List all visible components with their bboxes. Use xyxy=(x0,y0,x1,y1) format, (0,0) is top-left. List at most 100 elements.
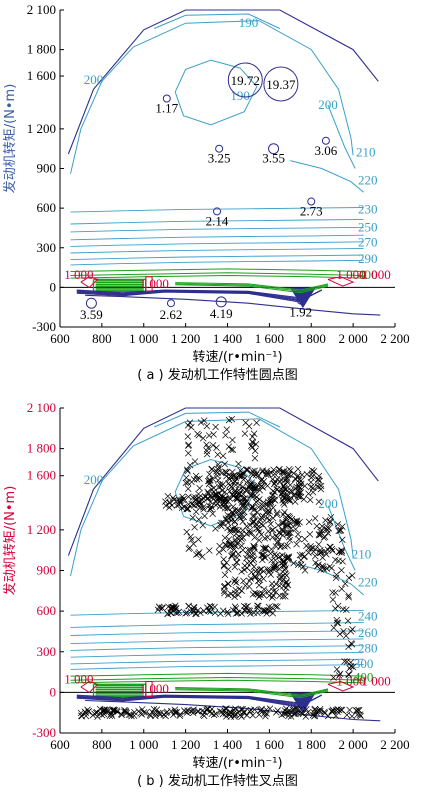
operating-point-cross xyxy=(229,510,237,517)
operating-point-cross xyxy=(332,712,340,720)
operating-point-cross xyxy=(255,536,263,544)
operating-point-cross xyxy=(276,478,284,485)
operating-point-cross xyxy=(321,548,329,555)
operating-point-cross xyxy=(311,706,318,713)
operating-point-cross xyxy=(280,469,287,476)
operating-point-cross xyxy=(122,709,130,716)
operating-point-cross xyxy=(309,473,316,480)
operating-point-cross xyxy=(247,610,254,617)
operating-point-cross xyxy=(293,540,300,548)
operating-point-cross xyxy=(349,663,357,671)
data-point-label: 19.72 xyxy=(231,73,260,88)
operating-point-cross xyxy=(236,471,243,479)
operating-point-cross xyxy=(193,475,201,483)
operating-point-cross xyxy=(332,574,340,582)
operating-point-cross xyxy=(265,517,273,524)
operating-point-cross xyxy=(315,541,322,548)
operating-point-cross xyxy=(251,544,258,551)
operating-point-cross xyxy=(146,711,154,718)
contour-green-line xyxy=(70,679,364,684)
operating-point-cross xyxy=(275,529,283,536)
x-tick-label: 1 400 xyxy=(213,331,242,346)
operating-point-cross xyxy=(267,499,275,506)
operating-point-cross xyxy=(94,713,101,720)
operating-point-cross xyxy=(245,583,253,590)
operating-point-cross xyxy=(319,562,326,570)
operating-point-cross xyxy=(293,705,300,712)
operating-point-cross xyxy=(244,466,251,474)
contour-label: 200 xyxy=(318,496,338,511)
operating-point-cross xyxy=(347,640,355,647)
operating-point-cross xyxy=(227,590,235,598)
operating-point-cross xyxy=(221,571,229,579)
operating-point-cross xyxy=(215,548,223,556)
operating-point-cross xyxy=(246,546,254,554)
operating-point-cross xyxy=(248,492,255,499)
contour-220 xyxy=(290,561,364,596)
operating-point-cross xyxy=(301,482,309,490)
operating-point-cross xyxy=(218,708,225,715)
operating-point-cross xyxy=(212,423,219,431)
operating-point-cross xyxy=(266,566,273,573)
red-contour xyxy=(80,276,99,289)
contour-label: 300 xyxy=(354,656,374,671)
x-tick-label: 1 800 xyxy=(297,737,326,752)
operating-point-cross xyxy=(277,560,285,567)
operating-point-cross xyxy=(185,493,192,501)
operating-point-cross xyxy=(260,586,268,593)
operating-point-cross xyxy=(338,566,345,574)
contour-label: 250 xyxy=(358,219,378,234)
data-point-circle xyxy=(166,299,175,308)
operating-point-cross xyxy=(208,705,216,713)
operating-point-cross xyxy=(298,471,306,479)
operating-point-cross xyxy=(291,710,298,718)
operating-point-cross xyxy=(264,503,272,510)
operating-point-cross xyxy=(250,430,258,437)
y-tick-label: 0 xyxy=(50,279,57,294)
operating-point-cross xyxy=(214,500,221,507)
operating-point-cross xyxy=(249,433,256,441)
operating-point-cross xyxy=(348,712,356,720)
operating-point-cross xyxy=(316,706,324,713)
operating-point-cross xyxy=(272,603,279,610)
panel-b-chart: -300 0 300 600 900 1 200 1 600 1 800 2 100 600 800… xyxy=(2,400,410,789)
operating-point-cross xyxy=(331,605,339,612)
data-point-label: 3.59 xyxy=(80,307,103,322)
max-torque-boundary xyxy=(67,407,379,556)
y-tick-label: -300 xyxy=(32,725,56,740)
operating-point-cross xyxy=(148,708,156,716)
operating-point-cross xyxy=(96,705,104,713)
operating-point-cross xyxy=(348,572,356,579)
operating-point-cross xyxy=(311,515,319,522)
operating-point-cross xyxy=(272,556,279,564)
operating-point-cross xyxy=(241,566,248,574)
operating-point-cross xyxy=(196,504,204,511)
operating-point-cross xyxy=(321,533,329,541)
operating-point-cross xyxy=(196,549,203,556)
x-tick-label: 1 200 xyxy=(171,331,200,346)
operating-point-cross xyxy=(220,499,228,507)
contour-band-line xyxy=(70,254,364,261)
operating-point-cross xyxy=(284,471,292,479)
operating-point-cross xyxy=(329,589,336,596)
data-point-circle xyxy=(321,136,330,145)
operating-point-cross xyxy=(335,672,343,679)
operating-point-cross xyxy=(231,478,239,485)
operating-point-cross xyxy=(305,549,312,556)
operating-point-cross xyxy=(273,509,281,517)
contour-label: 1 000 xyxy=(336,267,365,282)
operating-point-cross xyxy=(272,588,280,596)
operating-point-cross xyxy=(184,485,192,493)
low-load-contour xyxy=(76,694,322,709)
operating-point-cross xyxy=(238,542,245,550)
operating-point-cross xyxy=(320,534,328,541)
operating-point-cross xyxy=(186,461,194,469)
contour-band-line xyxy=(70,207,364,213)
operating-point-cross xyxy=(188,423,195,431)
operating-point-cross xyxy=(194,430,201,438)
operating-point-cross xyxy=(326,563,334,570)
operating-point-cross xyxy=(229,473,237,480)
operating-point-cross xyxy=(268,469,275,477)
operating-point-cross xyxy=(204,444,212,451)
operating-point-cross xyxy=(293,520,300,528)
